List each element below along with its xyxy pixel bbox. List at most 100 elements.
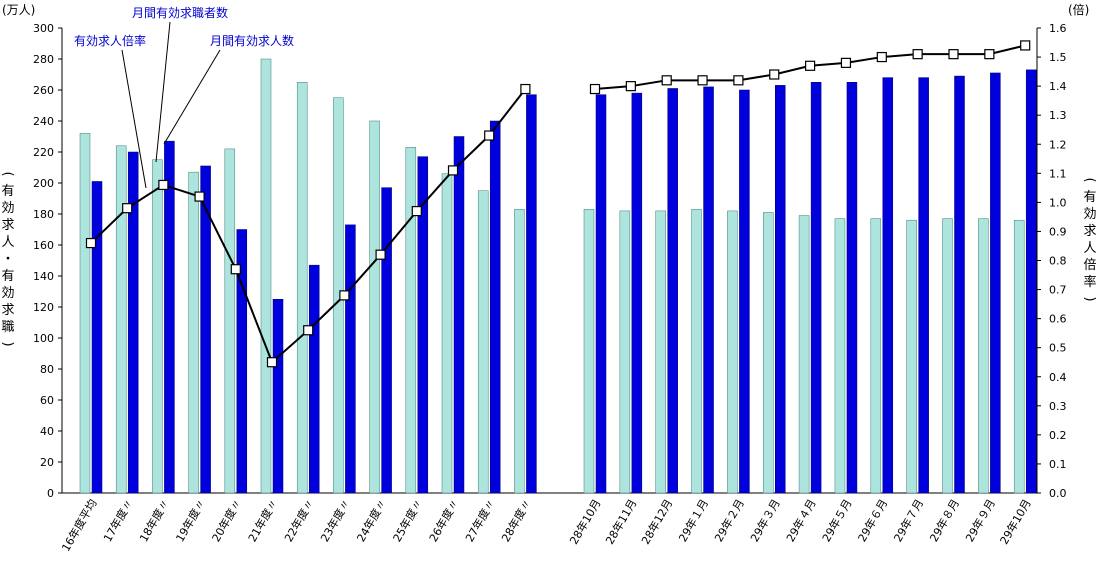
bar-job-openings [381, 187, 392, 494]
right-tick-label: 0.7 [1049, 284, 1067, 297]
ratio-point [375, 249, 386, 260]
category-label: 29年３月 [747, 497, 783, 545]
category-label: 28年11月 [602, 497, 639, 547]
ratio-point [589, 83, 601, 95]
bar-job-seekers [870, 218, 882, 494]
bar-job-openings [91, 181, 103, 494]
bar-job-openings [990, 72, 1001, 494]
annotation-job-seekers-leader [155, 21, 171, 163]
right-tick-label: 1.3 [1049, 109, 1067, 122]
ratio-point [840, 57, 852, 68]
bar-job-seekers [655, 210, 666, 494]
annotation-job-seekers: 月間有効求職者数 [132, 5, 228, 20]
left-unit-label: (万人) [2, 3, 35, 17]
left-tick-label: 240 [33, 115, 54, 128]
category-label: 29年６月 [855, 497, 891, 545]
ratio-line [85, 40, 1031, 368]
right-axis-label-char: 人 [1083, 241, 1096, 256]
bar-job-openings [631, 92, 643, 494]
ratio-point [484, 130, 495, 141]
left-axis-label-char: 効 [1, 286, 14, 301]
left-tick-label: 180 [33, 208, 54, 221]
ratio-point [697, 75, 708, 86]
bar-job-openings [127, 151, 139, 494]
annotations: 月間有効求職者数 有効求人倍率 月間有効求人数 [74, 5, 294, 189]
category-label: 28年12月 [638, 497, 675, 547]
left-axis-label-char: 求 [1, 218, 14, 233]
bar-job-openings [810, 82, 822, 494]
ratio-point [411, 205, 422, 217]
category-label: 29年２月 [711, 497, 747, 545]
bar-job-seekers [477, 190, 489, 494]
right-tick-label: 0.4 [1049, 371, 1067, 384]
right-axis-label-char: ( [1082, 177, 1097, 182]
right-axis-label-char: 有 [1083, 190, 1096, 205]
category-label: 24年度〃 [354, 497, 390, 545]
bar-job-openings [775, 85, 786, 494]
bar-job-seekers [691, 209, 702, 494]
bar-job-openings [489, 120, 501, 494]
bar-job-seekers [727, 210, 738, 494]
left-tick-label: 60 [40, 394, 54, 407]
ratio-point [158, 179, 169, 191]
bar-job-openings [1025, 69, 1037, 494]
annotation-job-openings: 月間有効求人数 [210, 33, 294, 48]
left-tick-label: 140 [33, 270, 54, 283]
bar-job-seekers [834, 218, 846, 494]
left-axis-label-char: 効 [1, 201, 14, 216]
left-axis-label-char: 求 [1, 303, 14, 318]
right-axis-label: (有効求人倍率) [1082, 177, 1097, 301]
right-axis-label-char: 求 [1083, 224, 1096, 239]
bar-job-openings [739, 89, 750, 494]
bar-job-seekers [224, 148, 236, 494]
annotation-ratio-leader [121, 49, 147, 189]
left-axis-label-char: 人 [1, 235, 14, 250]
bar-job-seekers [906, 219, 917, 494]
left-axis-label-char: ( [0, 171, 15, 176]
right-tick-label: 0.2 [1049, 429, 1067, 442]
bar-job-seekers [152, 159, 163, 494]
right-tick-label: 0.9 [1049, 225, 1067, 238]
right-tick-label: 0.0 [1049, 487, 1067, 500]
bar-job-seekers [1013, 219, 1025, 494]
category-label: 17年度〃 [100, 497, 136, 545]
ratio-point [520, 83, 531, 95]
bars [79, 58, 1037, 494]
bar-job-seekers [942, 218, 953, 494]
left-tick-label: 120 [33, 301, 54, 314]
left-tick-label: 40 [40, 425, 54, 438]
right-tick-label: 1.2 [1049, 138, 1067, 151]
bar-job-openings [882, 77, 894, 494]
category-label: 27年度〃 [462, 497, 498, 545]
left-tick-label: 280 [33, 53, 54, 66]
left-axis-label-char: 職 [1, 320, 14, 335]
left-tick-label: 220 [33, 146, 54, 159]
right-axis-label-char: 率 [1083, 274, 1096, 290]
ratio-point [447, 165, 459, 176]
category-label: 29年５月 [819, 497, 855, 545]
category-label: 19年度〃 [173, 497, 209, 545]
annotation-job-openings-leader [163, 49, 221, 145]
ratio-point [733, 75, 744, 86]
bar-job-seekers [619, 210, 631, 494]
ratio-point [122, 203, 133, 214]
bar-job-openings [308, 264, 320, 494]
bar-job-openings [703, 86, 714, 494]
ratio-point [625, 81, 636, 92]
right-axis-label-char: 倍 [1083, 258, 1096, 273]
bar-job-openings [667, 88, 678, 494]
ratio-point [876, 51, 887, 63]
ratio-point [804, 60, 816, 71]
ratio-point [661, 75, 672, 86]
right-tick-label: 0.5 [1049, 342, 1067, 355]
right-axis-label-char: 効 [1083, 207, 1096, 222]
left-axis-label: (有効求人・有効求職) [0, 171, 15, 346]
bar-job-seekers [514, 209, 525, 494]
left-tick-label: 200 [33, 177, 54, 190]
bar-job-openings [345, 224, 356, 494]
bar-job-seekers [763, 212, 774, 494]
left-tick-label: 300 [33, 22, 54, 35]
ratio-point [303, 325, 314, 336]
left-tick-label: 80 [40, 363, 54, 376]
left-tick-labels: 0 20 40 60 80 100 120 140 160 180 200 220 240 260 280 3… [33, 22, 62, 500]
